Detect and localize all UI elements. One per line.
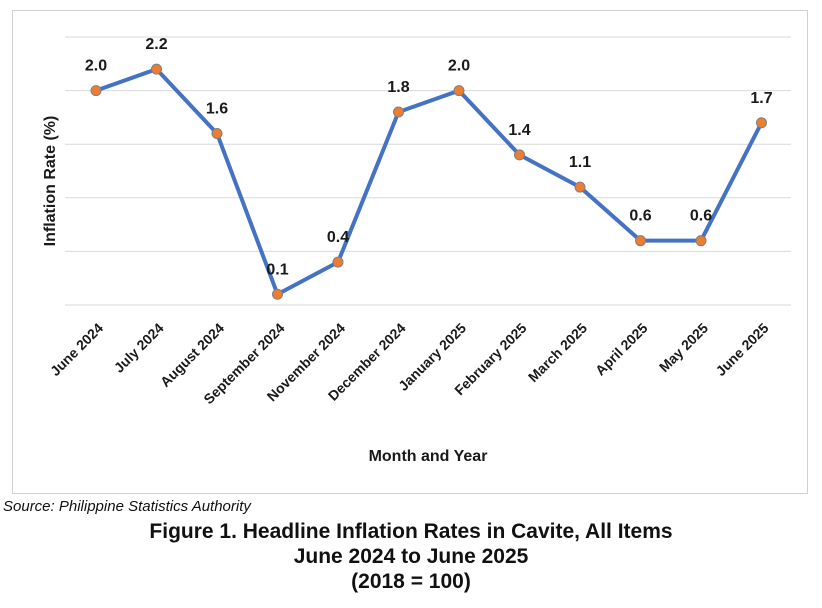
x-tick-label: June 2025	[712, 320, 771, 379]
data-label: 1.1	[569, 154, 591, 171]
x-tick-label: May 2025	[656, 320, 711, 375]
data-label: 0.4	[327, 229, 349, 246]
figure-caption: Figure 1. Headline Inflation Rates in Ca…	[0, 519, 822, 594]
data-label: 1.7	[750, 90, 772, 107]
data-label: 0.6	[629, 208, 651, 225]
data-label: 1.4	[508, 122, 530, 139]
line-chart: 2.0 2.2 1.6 0.1 0.4 1.8 2.0 1.4 1.1 0.6 0.6 1.7 Jun…	[42, 36, 791, 465]
data-label: 0.1	[266, 261, 288, 278]
data-label: 0.6	[690, 208, 712, 225]
data-point-marker	[514, 149, 525, 161]
data-point-marker	[393, 106, 404, 118]
y-axis-title: Inflation Rate (%)	[42, 116, 59, 247]
source-note: Source: Philippine Statistics Authority	[3, 498, 251, 515]
data-label: 1.8	[387, 79, 409, 96]
data-point-marker	[151, 63, 162, 75]
x-tick-label: March 2025	[525, 320, 590, 385]
data-labels-layer: 2.0 2.2 1.6 0.1 0.4 1.8 2.0 1.4 1.1 0.6 0.6 1.7	[85, 36, 773, 278]
caption-line-3: (2018 = 100)	[351, 570, 471, 593]
data-point-marker	[695, 235, 707, 247]
x-tick-label: April 2025	[592, 320, 651, 379]
markers-layer	[90, 63, 767, 300]
caption-line-1: Figure 1. Headline Inflation Rates in Ca…	[149, 520, 673, 543]
data-point-marker	[332, 256, 344, 268]
data-point-marker	[756, 117, 767, 129]
data-label: 2.2	[145, 36, 167, 53]
chart-frame: 2.0 2.2 1.6 0.1 0.4 1.8 2.0 1.4 1.1 0.6 0.6 1.7 Jun…	[12, 10, 808, 494]
data-point-marker	[272, 288, 283, 300]
caption-line-2: June 2024 to June 2025	[293, 545, 529, 568]
data-point-marker	[574, 181, 586, 193]
data-point-marker	[90, 85, 102, 97]
grid-lines	[65, 36, 791, 306]
data-point-marker	[211, 127, 223, 139]
data-label: 1.6	[206, 100, 228, 117]
x-tick-label: June 2024	[47, 320, 106, 379]
data-label: 2.0	[448, 58, 470, 75]
x-axis-title: Month and Year	[369, 448, 488, 465]
series-line	[94, 67, 764, 297]
data-point-marker	[453, 85, 465, 97]
x-tick-label: July 2024	[111, 320, 167, 376]
data-label: 2.0	[85, 58, 107, 75]
series-line-layer	[94, 67, 764, 297]
data-point-marker	[635, 235, 646, 247]
